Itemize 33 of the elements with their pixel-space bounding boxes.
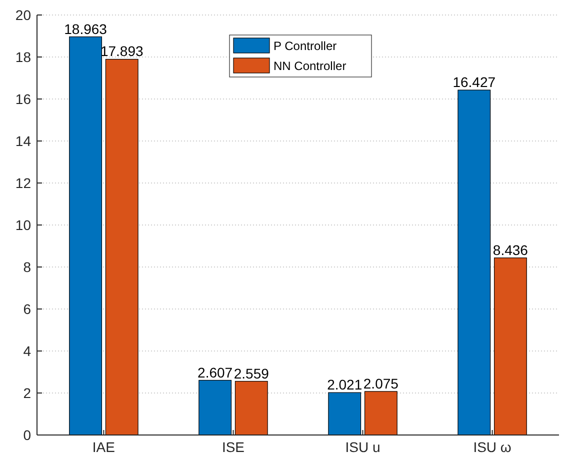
bar: [364, 391, 398, 436]
legend-label: P Controller: [274, 39, 337, 54]
y-tick-label: 2: [23, 384, 32, 401]
y-tick-label: 6: [23, 300, 32, 317]
y-tick-label: 14: [15, 132, 32, 149]
x-tick-label: IAE: [92, 439, 115, 455]
y-tick-label: 12: [15, 174, 32, 191]
bar: [458, 90, 491, 436]
y-tick-label: 0: [23, 426, 32, 443]
bar: [328, 392, 362, 436]
bar: [69, 36, 102, 436]
y-tick-label: 8: [23, 258, 32, 275]
bar: [105, 58, 138, 436]
x-tick-label: ISE: [222, 439, 245, 455]
data-label: 2.075: [363, 375, 399, 392]
bar: [198, 380, 232, 436]
x-tick-label: ISU u: [345, 439, 380, 455]
x-tick-label: ISU ω: [473, 439, 512, 455]
bar: [494, 258, 527, 436]
y-tick-label: 16: [15, 90, 32, 107]
bar: [234, 380, 268, 436]
data-label: 8.436: [492, 242, 528, 258]
y-tick-label: 4: [23, 342, 32, 359]
data-label: 2.021: [327, 376, 362, 393]
y-tick-label: 18: [15, 48, 32, 65]
y-tick-label: 20: [15, 6, 32, 23]
data-label: 16.427: [452, 74, 496, 90]
data-label: 2.559: [234, 365, 270, 382]
data-label: 17.893: [100, 43, 144, 60]
legend-label: NN Controller: [274, 59, 346, 74]
y-tick-label: 10: [15, 216, 32, 233]
data-label: 2.607: [198, 364, 233, 380]
data-label: 18.963: [64, 20, 108, 37]
